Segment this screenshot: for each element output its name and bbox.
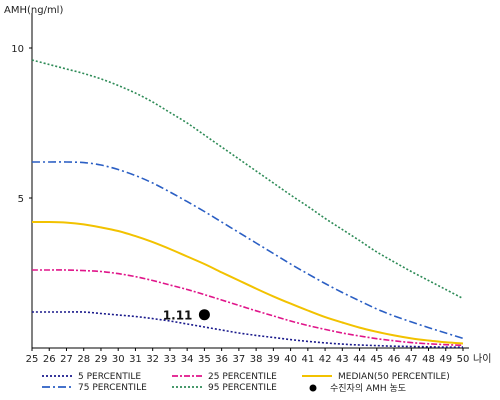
x-tick-label: 31 bbox=[129, 354, 142, 365]
series-25th-percentile bbox=[32, 269, 464, 347]
x-tick-label: 38 bbox=[250, 354, 263, 365]
x-tick-label: 45 bbox=[370, 354, 383, 365]
legend-label: 95 PERCENTILE bbox=[208, 383, 277, 393]
series-95th-percentile bbox=[31, 59, 464, 300]
axes: AMH(ng/ml) 5 10 25 26 27 28 29 30 31 32 33 34 35 36 37 3… bbox=[4, 5, 491, 365]
x-tick-label: 46 bbox=[388, 354, 401, 365]
patient-point-layer: 1.11 bbox=[163, 309, 210, 323]
x-tick-label: 48 bbox=[422, 354, 435, 365]
legend-label: 5 PERCENTILE bbox=[78, 372, 141, 382]
x-tick-label: 49 bbox=[439, 354, 452, 365]
x-tick-label: 41 bbox=[301, 354, 314, 365]
x-tick-label: 37 bbox=[233, 354, 246, 365]
x-tick-label: 27 bbox=[60, 354, 73, 365]
legend-point-label: 수진자의 AMH 농도 bbox=[330, 383, 406, 394]
x-tick-label: 50 bbox=[457, 354, 470, 365]
series-layer bbox=[31, 59, 464, 348]
x-tick-label: 39 bbox=[267, 354, 280, 365]
x-tick-label: 25 bbox=[26, 354, 39, 365]
series-5th-percentile bbox=[31, 311, 464, 348]
patient-amh-point bbox=[198, 309, 210, 321]
series-median bbox=[31, 220, 464, 345]
x-axis-label: 나이 bbox=[473, 353, 491, 365]
x-tick-label: 28 bbox=[77, 354, 90, 365]
x-tick-label: 33 bbox=[164, 354, 177, 365]
x-tick-label: 26 bbox=[43, 354, 56, 365]
series-75th-percentile bbox=[32, 161, 464, 340]
legend-label: 25 PERCENTILE bbox=[208, 372, 277, 382]
legend-point-marker bbox=[309, 384, 317, 392]
legend-label: 75 PERCENTILE bbox=[78, 383, 147, 393]
x-tick-label: 43 bbox=[336, 354, 349, 365]
patient-amh-value-label: 1.11 bbox=[163, 309, 193, 323]
x-tick-label: 40 bbox=[284, 354, 297, 365]
x-tick-label: 32 bbox=[146, 354, 159, 365]
x-tick-label: 36 bbox=[215, 354, 228, 365]
y-tick-label: 10 bbox=[11, 44, 24, 55]
y-tick-label: 5 bbox=[18, 194, 24, 205]
x-tick-label: 34 bbox=[181, 354, 194, 365]
x-tick-label: 30 bbox=[112, 354, 125, 365]
x-tick-label: 47 bbox=[405, 354, 418, 365]
legend: 5 PERCENTILE 25 PERCENTILE MEDIAN(50 PERCE… bbox=[42, 372, 450, 394]
x-tick-label: 42 bbox=[319, 354, 332, 365]
x-tick-label: 44 bbox=[353, 354, 366, 365]
y-axis-label: AMH(ng/ml) bbox=[4, 5, 63, 16]
legend-label: MEDIAN(50 PERCENTILE) bbox=[338, 372, 450, 382]
x-tick-label: 29 bbox=[95, 354, 108, 365]
x-tick-label: 35 bbox=[198, 354, 211, 365]
